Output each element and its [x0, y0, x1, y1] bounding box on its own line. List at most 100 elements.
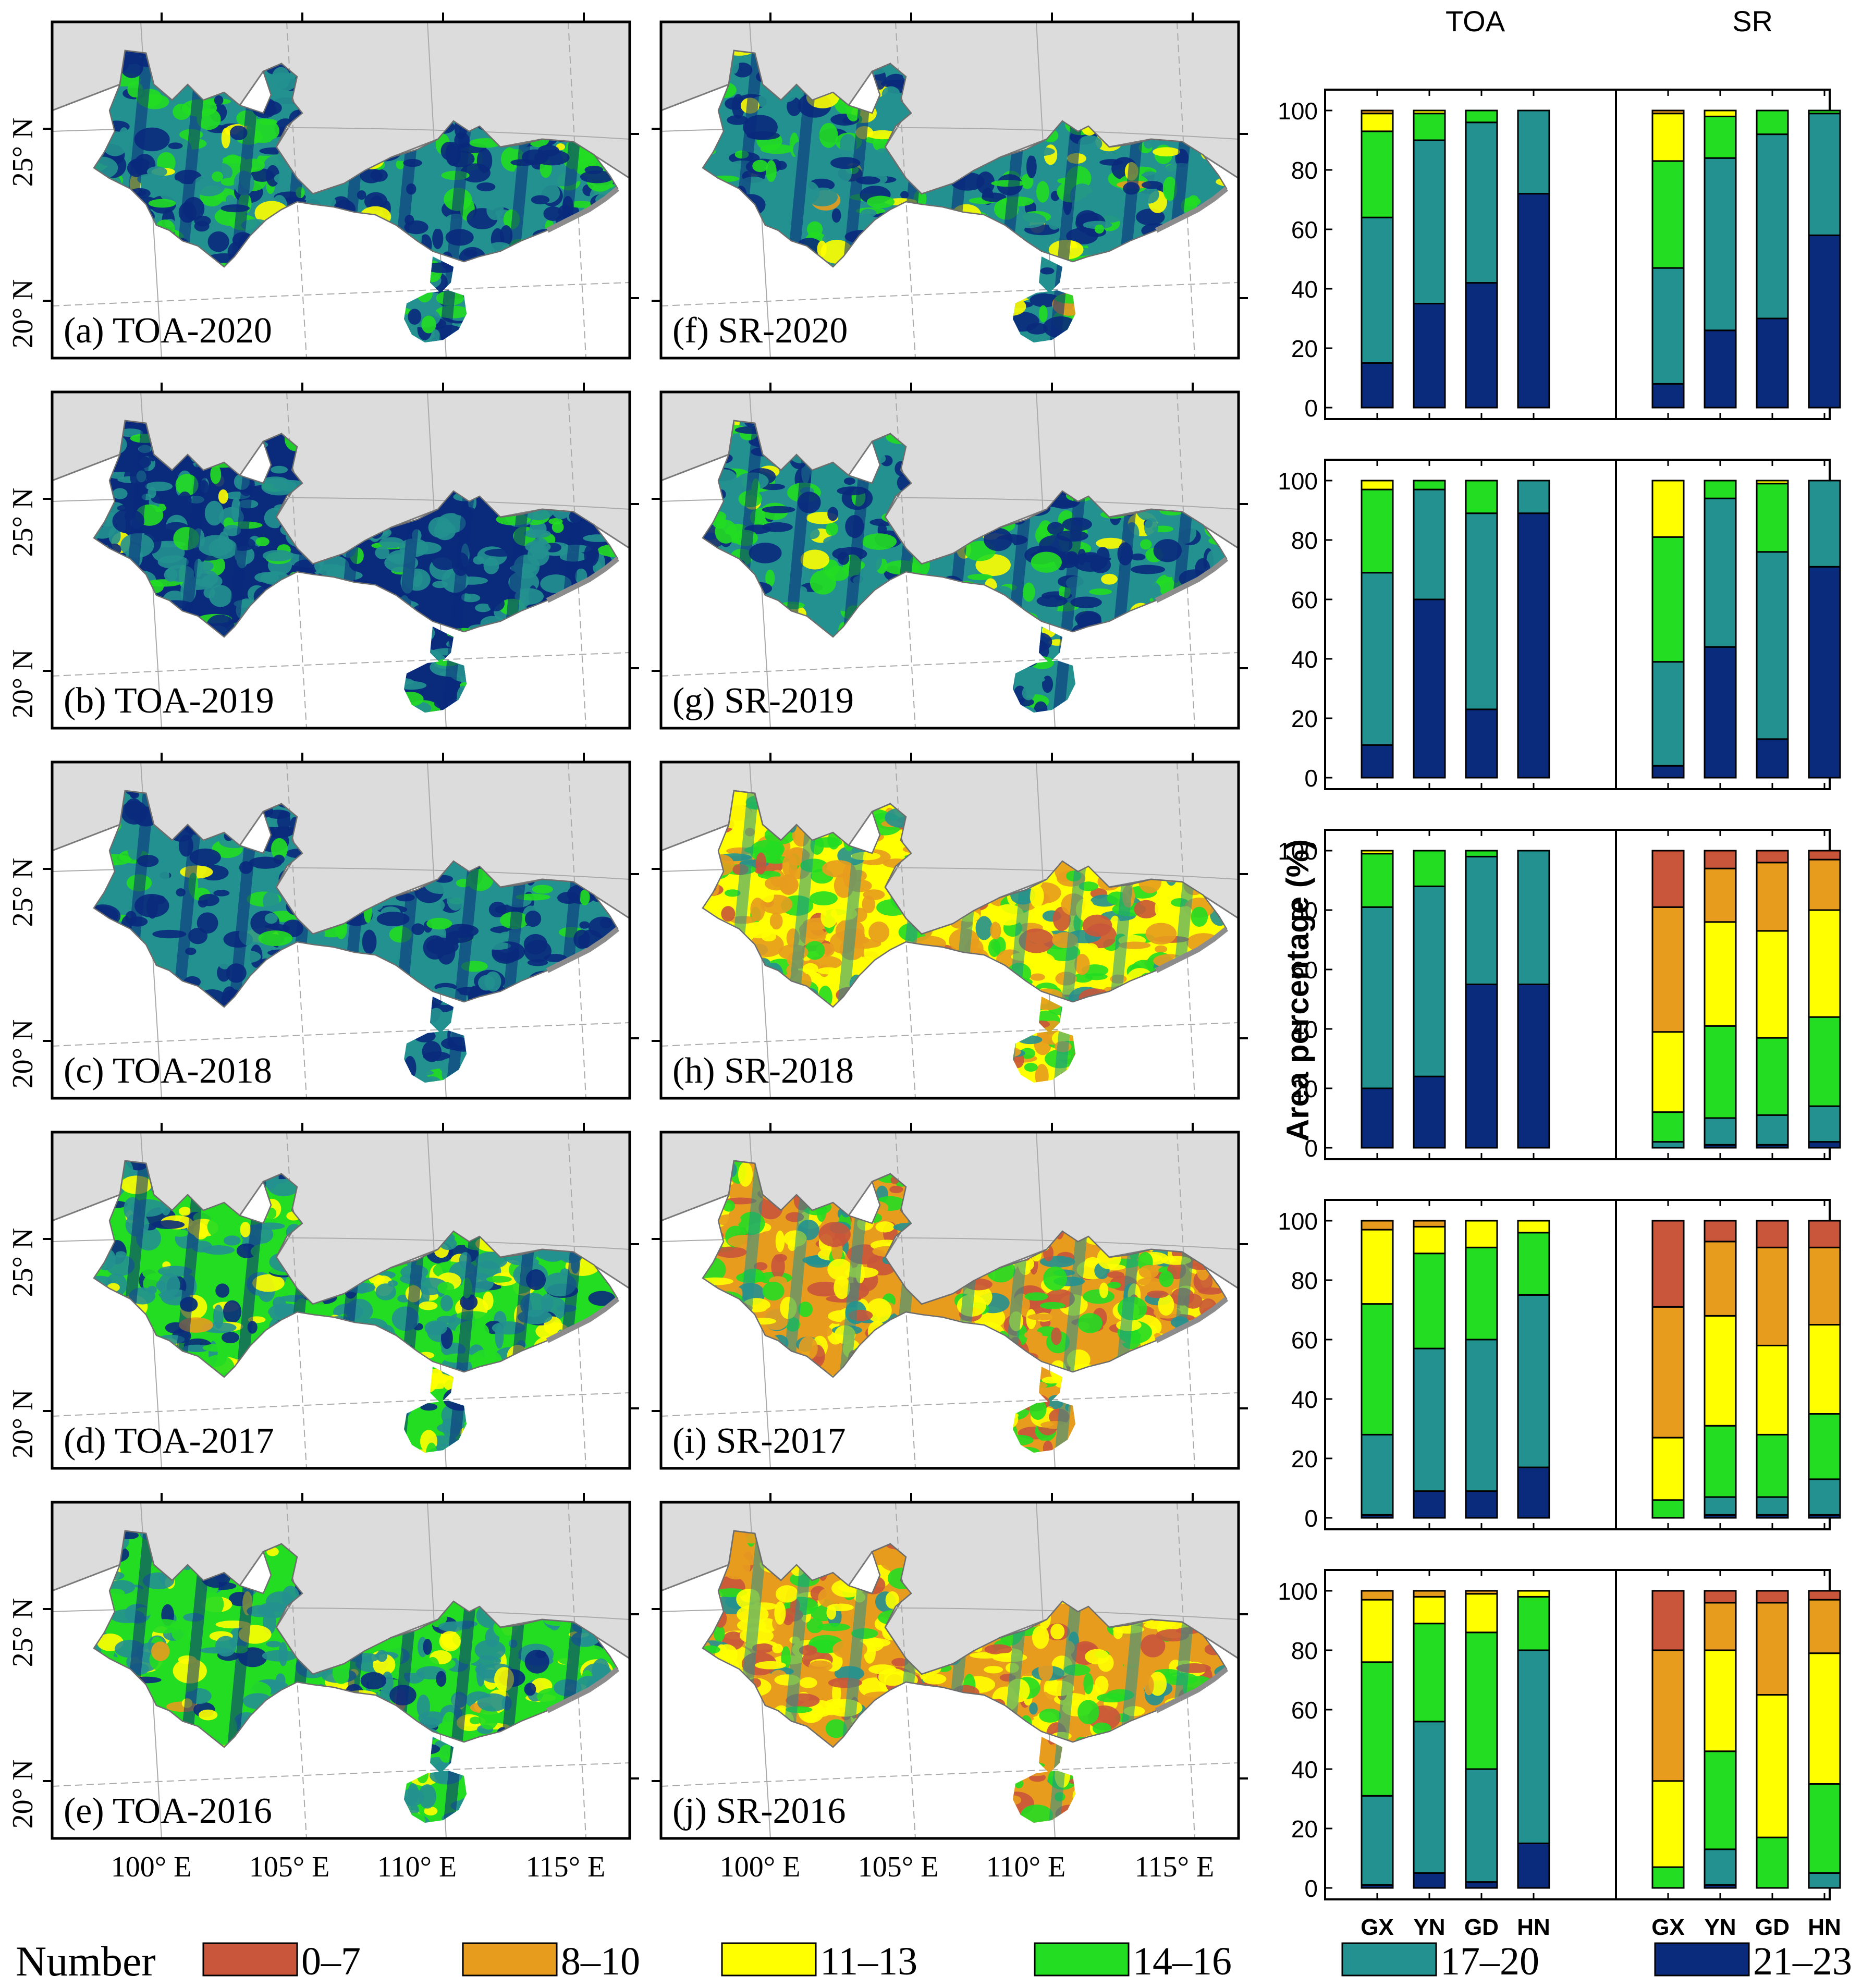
bar-segment-sr-yn-2018: [1704, 1025, 1737, 1119]
bar-segment-sr-gx-2016: [1651, 1780, 1685, 1868]
chart-panel-2017: 0 20 40 60 80 100: [1278, 1199, 1841, 1532]
x-category-label: YN: [1704, 1915, 1736, 1940]
lat-label: 25° N: [7, 1228, 39, 1297]
bar-segment-toa-yn-2018: [1413, 850, 1446, 887]
y-tick-label: 0: [1304, 1875, 1318, 1902]
y-tick-label: 60: [1291, 1697, 1318, 1724]
legend-swatch: [462, 1942, 558, 1977]
y-tick-label: 20: [1291, 705, 1318, 732]
map-panel-label: (f) SR-2020: [672, 311, 848, 351]
bar-segment-sr-gx-2020: [1651, 160, 1685, 269]
map-panel-label: (i) SR-2017: [672, 1421, 846, 1461]
y-tick-label: 60: [1291, 1327, 1318, 1354]
bar-segment-toa-hn-2017: [1517, 1294, 1550, 1468]
bar-segment-sr-hn-2017: [1808, 1324, 1841, 1415]
y-tick-label: 100: [1278, 838, 1318, 865]
chart-frame: [1324, 1199, 1831, 1530]
y-tick-label: 0: [1304, 395, 1318, 422]
bar-segment-toa-gx-2020: [1361, 362, 1394, 409]
bar-segment-toa-hn-2016: [1517, 1843, 1550, 1889]
lon-label: 110° E: [377, 1851, 457, 1883]
bar-segment-toa-gd-2016: [1465, 1631, 1498, 1770]
y-tick-label: 20: [1291, 1445, 1318, 1472]
y-tick-label: 100: [1278, 97, 1318, 125]
bar-segment-toa-yn-2019: [1413, 598, 1446, 779]
map-ticks: [652, 13, 1248, 302]
bar-segment-sr-hn-2016: [1808, 1783, 1841, 1874]
map-panel-label: (d) TOA-2017: [64, 1421, 274, 1461]
bar-segment-sr-yn-2017: [1704, 1241, 1737, 1317]
bar-segment-toa-gx-2018: [1361, 1087, 1394, 1149]
y-tick-label: 0: [1304, 1505, 1318, 1532]
map-panel-label: (j) SR-2016: [672, 1791, 846, 1831]
bar-segment-sr-gx-2019: [1651, 765, 1685, 779]
bar-segment-sr-gd-2019: [1756, 483, 1789, 553]
map-frame: [51, 1501, 631, 1840]
x-category-label: GD: [1464, 1915, 1499, 1940]
bar-segment-sr-yn-2017: [1704, 1220, 1737, 1243]
bar-segment-toa-yn-2020: [1413, 303, 1446, 409]
map-ticks: [43, 753, 639, 1042]
map-panel-label: (a) TOA-2020: [64, 311, 272, 351]
bar-segment-sr-gd-2017: [1756, 1344, 1789, 1435]
bar-segment-toa-yn-2017: [1413, 1490, 1446, 1519]
bar-segment-toa-gx-2017: [1361, 1220, 1394, 1231]
map-frame: [659, 1131, 1240, 1470]
bar-segment-toa-gd-2018: [1465, 850, 1498, 857]
bar-segment-toa-gd-2016: [1465, 1881, 1498, 1889]
map-panel-c: (c) TOA-2018: [43, 753, 639, 1100]
bar-segment-sr-yn-2016: [1704, 1750, 1737, 1850]
bar-segment-sr-hn-2016: [1808, 1872, 1841, 1889]
bar-segment-toa-gx-2018: [1361, 850, 1394, 855]
bar-segment-sr-hn-2016: [1808, 1590, 1841, 1601]
bar-segment-sr-yn-2019: [1704, 646, 1737, 779]
bar-segment-sr-gd-2016: [1756, 1694, 1789, 1838]
bar-segment-sr-hn-2018: [1808, 1141, 1841, 1149]
bar-segment-toa-hn-2020: [1517, 193, 1550, 409]
bar-segment-sr-gd-2018: [1756, 1037, 1789, 1116]
y-tick-label: 80: [1291, 1637, 1318, 1664]
bar-segment-toa-gx-2019: [1361, 744, 1394, 779]
bar-segment-sr-gx-2020: [1651, 267, 1685, 385]
map-ticks: [43, 383, 639, 672]
bar-segment-toa-gd-2018: [1465, 984, 1498, 1149]
lon-label: 105° E: [249, 1851, 330, 1883]
chart-frame: [1324, 829, 1831, 1160]
map-panel-f: (f) SR-2020: [652, 13, 1248, 360]
bar-segment-toa-gd-2019: [1465, 480, 1498, 514]
y-tick-label: 20: [1291, 1815, 1318, 1843]
legend-swatch: [202, 1942, 298, 1977]
bar-segment-toa-gd-2017: [1465, 1339, 1498, 1492]
bar-segment-toa-hn-2017: [1517, 1466, 1550, 1519]
y-tick-label: 80: [1291, 527, 1318, 554]
bar-segment-toa-gx-2017: [1361, 1433, 1394, 1516]
chart-panel-2018: 0 20 40 60 80 100: [1278, 829, 1841, 1162]
y-tick-label: 40: [1291, 1016, 1318, 1043]
lon-label: 110° E: [986, 1851, 1066, 1883]
map-frame: [659, 1501, 1240, 1840]
lat-label: 20° N: [7, 1390, 39, 1459]
legend-swatch: [1654, 1942, 1750, 1977]
bar-segment-sr-hn-2017: [1808, 1246, 1841, 1326]
bar-segment-sr-yn-2016: [1704, 1602, 1737, 1651]
y-tick-label: 20: [1291, 1075, 1318, 1102]
map-ticks: [652, 383, 1248, 672]
bar-segment-toa-hn-2018: [1517, 850, 1550, 985]
map-frame: [51, 390, 631, 730]
map-ticks: [43, 1493, 639, 1782]
bar-segment-toa-gd-2020: [1465, 121, 1498, 284]
bar-segment-sr-gx-2020: [1651, 383, 1685, 409]
lat-label: 25° N: [7, 488, 39, 557]
chart-frame: [1324, 1569, 1831, 1900]
bar-segment-toa-hn-2016: [1517, 1596, 1550, 1651]
bar-segment-toa-gx-2020: [1361, 216, 1394, 364]
legend-swatch: [1341, 1942, 1437, 1977]
map-frame: [51, 760, 631, 1100]
y-tick-label: 60: [1291, 216, 1318, 243]
legend-label: 11–13: [820, 1940, 917, 1983]
map-panel-g: (g) SR-2019: [652, 383, 1248, 730]
lon-label: 115° E: [1135, 1851, 1215, 1883]
lon-label: 100° E: [720, 1851, 801, 1883]
map-panel-label: (c) TOA-2018: [64, 1051, 272, 1091]
